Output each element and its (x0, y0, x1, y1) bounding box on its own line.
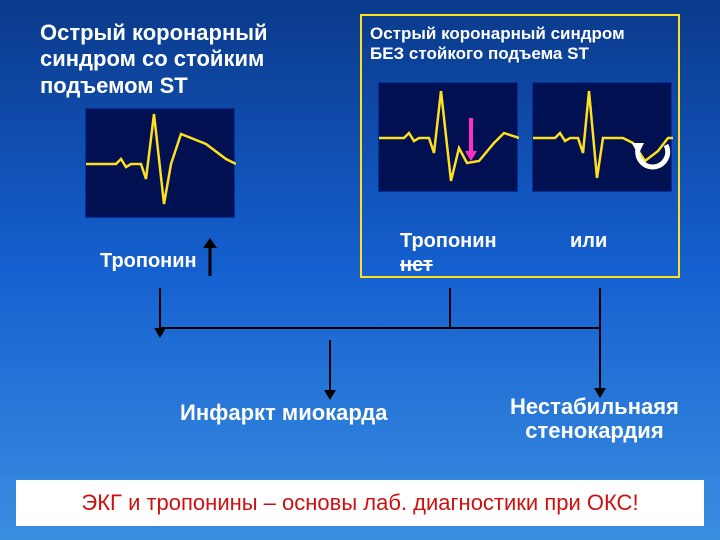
ecg-trace-1 (86, 109, 236, 219)
outcome-right: Нестабильнаяя стенокардия (510, 395, 679, 443)
outcome-left: Инфаркт миокарда (180, 400, 388, 426)
troponin-left-text: Тропонин (100, 250, 197, 272)
ecg-box-2 (378, 82, 518, 192)
or-text: или (570, 230, 607, 252)
header-left-line3: подъемом ST (40, 73, 340, 99)
banner-text: ЭКГ и тропонины – основы лаб. диагностик… (81, 490, 638, 515)
troponin-right-text: Тропонин (400, 230, 497, 252)
header-left-line2: синдром со стойким (40, 46, 340, 72)
outcome-left-text: Инфаркт миокарда (180, 400, 388, 425)
header-right-line2: БЕЗ стойкого подъема ST (370, 44, 670, 64)
header-right-text: Острый коронарный синдром БЕЗ стойкого п… (370, 24, 670, 65)
header-left: Острый коронарный синдром со стойким под… (40, 20, 340, 99)
troponin-left-label: Тропонин (100, 250, 197, 273)
outcome-right-l2: стенокардия (510, 419, 679, 443)
header-left-line1: Острый коронарный (40, 20, 340, 46)
troponin-right-label: Тропонин (400, 230, 497, 253)
ecg-box-3 (532, 82, 672, 192)
troponin-right-label2: нет (400, 254, 433, 277)
outcome-right-l1: Нестабильнаяя (510, 395, 679, 419)
ecg-box-1 (85, 108, 235, 218)
or-label: или (570, 230, 607, 253)
bottom-banner: ЭКГ и тропонины – основы лаб. диагностик… (16, 480, 704, 526)
troponin-right-text2: нет (400, 254, 433, 276)
header-right-line1: Острый коронарный синдром (370, 24, 670, 44)
ecg-trace-3 (533, 83, 673, 193)
ecg-trace-2 (379, 83, 519, 193)
